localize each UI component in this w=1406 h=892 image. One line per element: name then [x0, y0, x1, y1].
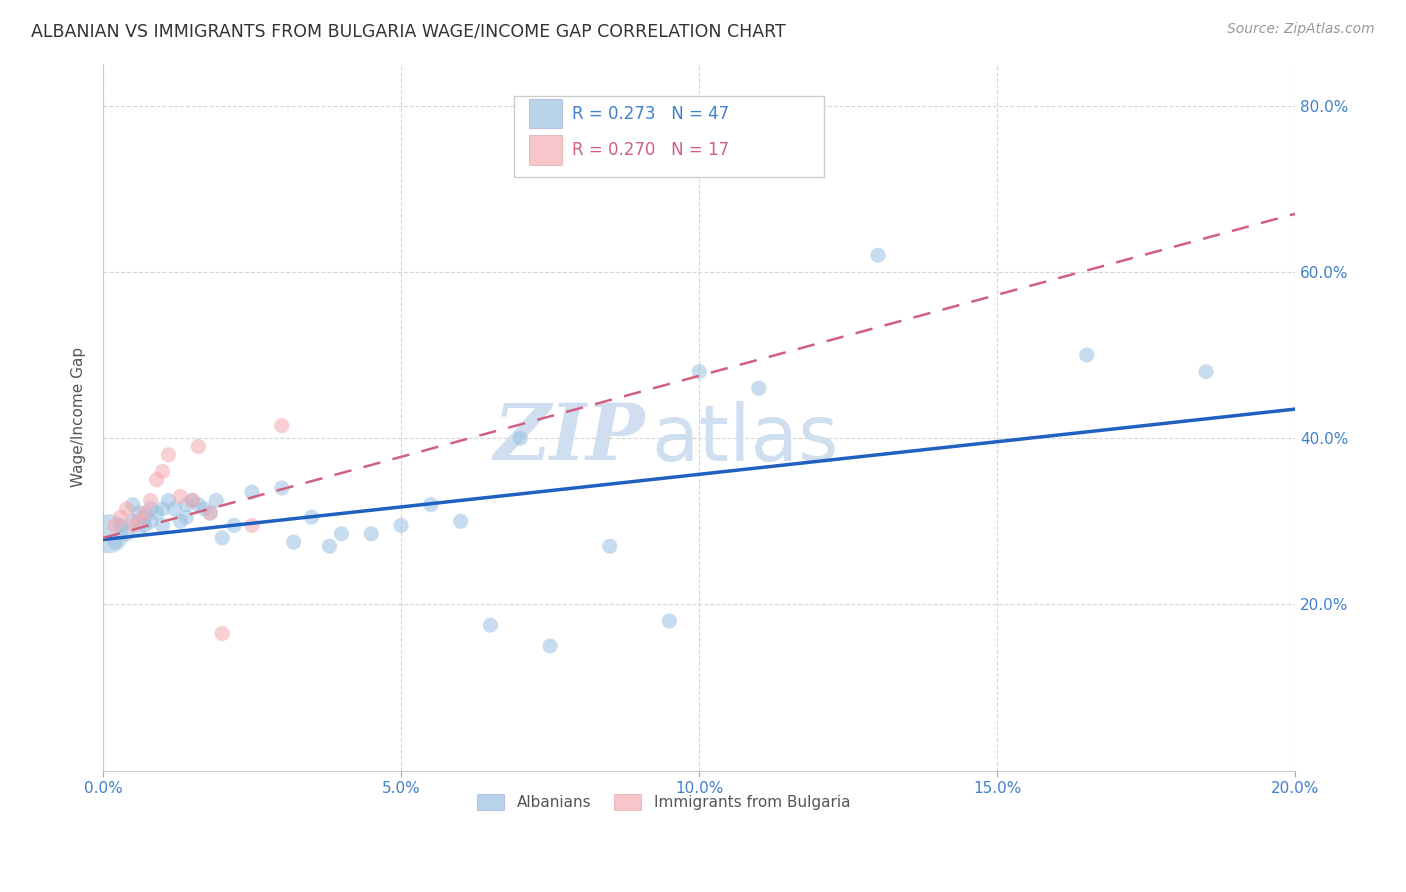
FancyBboxPatch shape — [529, 99, 562, 128]
Point — [169, 489, 191, 503]
Point — [139, 493, 162, 508]
Point — [479, 618, 502, 632]
Point — [134, 510, 156, 524]
Point — [748, 381, 770, 395]
Point — [128, 506, 150, 520]
Text: R = 0.270   N = 17: R = 0.270 N = 17 — [572, 141, 728, 159]
Point — [187, 440, 209, 454]
Point — [538, 639, 561, 653]
Text: ALBANIAN VS IMMIGRANTS FROM BULGARIA WAGE/INCOME GAP CORRELATION CHART: ALBANIAN VS IMMIGRANTS FROM BULGARIA WAG… — [31, 22, 786, 40]
Point — [128, 523, 150, 537]
Point — [688, 365, 710, 379]
Point — [110, 518, 132, 533]
FancyBboxPatch shape — [529, 136, 562, 165]
Point — [599, 539, 621, 553]
Point — [240, 485, 263, 500]
Point — [187, 498, 209, 512]
Point — [163, 501, 186, 516]
Point — [152, 501, 174, 516]
Point — [134, 506, 156, 520]
Point — [211, 531, 233, 545]
Point — [1195, 365, 1218, 379]
Y-axis label: Wage/Income Gap: Wage/Income Gap — [72, 347, 86, 487]
Point — [97, 526, 120, 541]
Point — [868, 248, 890, 262]
Point — [176, 498, 198, 512]
FancyBboxPatch shape — [515, 95, 824, 178]
Point — [509, 431, 531, 445]
Point — [145, 473, 167, 487]
Point — [205, 493, 228, 508]
Text: ZIP: ZIP — [494, 401, 645, 477]
Text: Source: ZipAtlas.com: Source: ZipAtlas.com — [1227, 22, 1375, 37]
Point — [157, 493, 180, 508]
Point — [658, 614, 681, 628]
Point — [152, 518, 174, 533]
Point — [128, 514, 150, 528]
Point — [270, 481, 292, 495]
Point — [181, 493, 204, 508]
Point — [318, 539, 340, 553]
Point — [104, 518, 127, 533]
Point — [360, 526, 382, 541]
Point — [1076, 348, 1098, 362]
Point — [211, 626, 233, 640]
Legend: Albanians, Immigrants from Bulgaria: Albanians, Immigrants from Bulgaria — [471, 788, 856, 816]
Point — [301, 510, 323, 524]
Point — [176, 510, 198, 524]
Point — [104, 535, 127, 549]
Point — [139, 514, 162, 528]
Point — [121, 518, 143, 533]
Point — [121, 514, 143, 528]
Point — [330, 526, 353, 541]
Point — [157, 448, 180, 462]
Point — [270, 418, 292, 433]
Point — [139, 501, 162, 516]
Point — [419, 498, 441, 512]
Point — [193, 501, 215, 516]
Text: atlas: atlas — [651, 401, 839, 476]
Point — [283, 535, 305, 549]
Point — [110, 510, 132, 524]
Point — [389, 518, 412, 533]
Point — [240, 518, 263, 533]
Point — [152, 464, 174, 478]
Point — [134, 518, 156, 533]
Point — [181, 493, 204, 508]
Point — [115, 526, 138, 541]
Point — [169, 514, 191, 528]
Point — [200, 506, 222, 520]
Point — [145, 506, 167, 520]
Point — [200, 506, 222, 520]
Point — [450, 514, 472, 528]
Point — [121, 498, 143, 512]
Point — [222, 518, 245, 533]
Point — [115, 501, 138, 516]
Text: R = 0.273   N = 47: R = 0.273 N = 47 — [572, 104, 728, 122]
